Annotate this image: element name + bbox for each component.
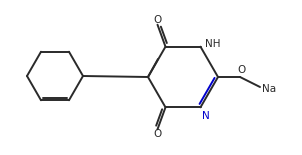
Text: Na: Na (262, 84, 276, 94)
Text: NH: NH (205, 39, 220, 49)
Text: O: O (153, 15, 162, 25)
Text: N: N (202, 111, 209, 121)
Text: O: O (153, 129, 162, 139)
Text: O: O (237, 65, 245, 75)
